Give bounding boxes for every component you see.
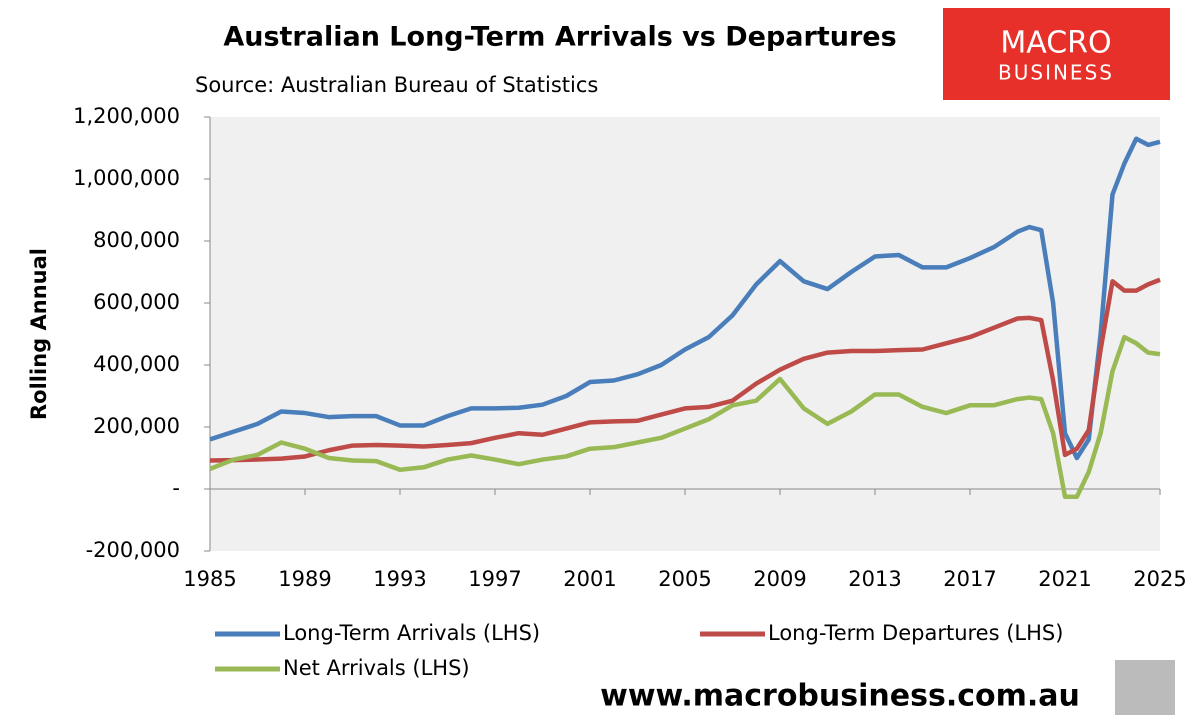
x-tick-label: 2001: [563, 567, 616, 591]
y-tick-label: 200,000: [93, 414, 180, 438]
y-tick-label: 600,000: [93, 290, 180, 314]
x-tick-label: 2013: [848, 567, 901, 591]
y-tick-label: 800,000: [93, 228, 180, 252]
logo: [943, 8, 1170, 100]
x-tick-label: 2009: [753, 567, 806, 591]
logo-text: MACRO: [1000, 26, 1111, 61]
x-tick-label: 2025: [1133, 567, 1186, 591]
x-tick-label: 1985: [183, 567, 236, 591]
series-line: [209, 136, 1161, 461]
x-tick-label: 2021: [1038, 567, 1091, 591]
legend-label: Long-Term Departures (LHS): [768, 621, 1063, 645]
y-tick-label: -200,000: [86, 538, 180, 562]
x-tick-label: 1993: [373, 567, 426, 591]
subtitle: Source: Australian Bureau of Statistics: [195, 73, 598, 97]
y-tick-label: -: [172, 476, 180, 500]
x-tick-label: 1989: [278, 567, 331, 591]
y-tick-label: 1,000,000: [73, 166, 180, 190]
chart-title: Australian Long-Term Arrivals vs Departu…: [223, 22, 896, 53]
x-tick-label: 2017: [943, 567, 996, 591]
plot-area: [210, 117, 1160, 551]
series-line: [209, 277, 1161, 463]
logo-text: BUSINESS: [998, 61, 1114, 85]
fox-icon: [1115, 660, 1175, 715]
legend-label: Long-Term Arrivals (LHS): [283, 621, 540, 645]
x-tick-label: 1997: [468, 567, 521, 591]
y-axis-label: Rolling Annual: [27, 248, 51, 420]
legend-label: Net Arrivals (LHS): [283, 656, 470, 680]
footer: www.macrobusiness.com.au: [600, 679, 1080, 714]
x-tick-label: 2005: [658, 567, 711, 591]
y-tick-label: 1,200,000: [73, 104, 180, 128]
series-line: [209, 334, 1161, 499]
y-tick-label: 400,000: [93, 352, 180, 376]
